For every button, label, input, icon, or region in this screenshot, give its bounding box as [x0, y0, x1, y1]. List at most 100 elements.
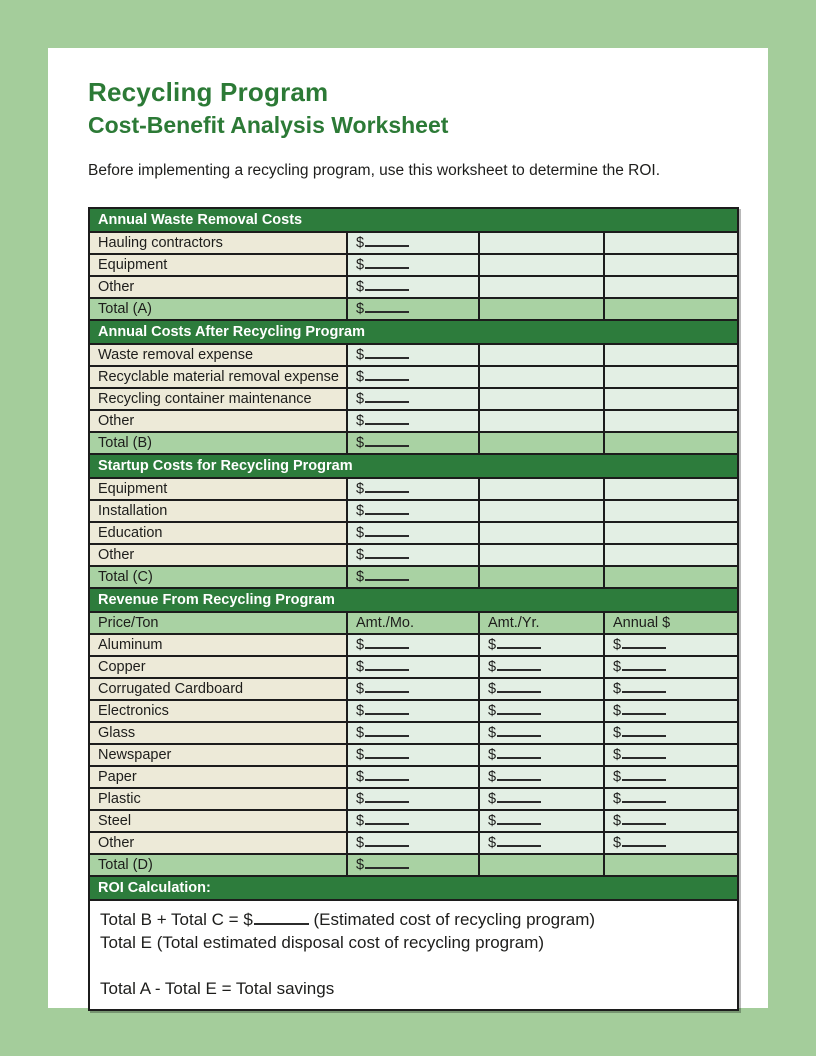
- amount-blank-cell: $: [346, 521, 480, 546]
- fill-in-blank-line: [365, 865, 410, 870]
- empty-cell: [478, 565, 605, 590]
- empty-cell: [603, 477, 739, 502]
- fill-in-blank-line: [365, 511, 410, 516]
- fill-in-blank-line: [365, 243, 410, 248]
- amount-blank-cell: $: [603, 831, 739, 856]
- empty-cell: [603, 409, 739, 434]
- item-row: Electronics $ $ $: [88, 699, 739, 724]
- fill-in-blank-line: [365, 443, 410, 448]
- amount-blank-cell: $: [346, 365, 480, 390]
- amount-blank-cell: $: [478, 743, 605, 768]
- amount-blank-cell: $: [346, 231, 480, 256]
- fill-in-blank-line: [497, 689, 542, 694]
- empty-cell: [603, 499, 739, 524]
- row-label: Total (B): [88, 431, 348, 456]
- amount-blank-cell: $: [478, 809, 605, 834]
- amount-blank-cell: $: [346, 297, 480, 322]
- amount-blank-cell: $: [346, 499, 480, 524]
- empty-cell: [603, 253, 739, 278]
- row-label: Installation: [88, 499, 348, 524]
- section-header-row: Revenue From Recycling Program: [88, 587, 739, 614]
- item-row: Steel $ $ $: [88, 809, 739, 834]
- empty-cell: [603, 275, 739, 300]
- empty-cell: [603, 297, 739, 322]
- row-label: Corrugated Cardboard: [88, 677, 348, 702]
- empty-cell: [478, 477, 605, 502]
- roi-header-row: ROI Calculation:: [88, 875, 739, 902]
- item-row: Glass $ $ $: [88, 721, 739, 746]
- row-label: Equipment: [88, 477, 348, 502]
- fill-in-blank-line: [365, 355, 410, 360]
- fill-in-blank-line: [365, 421, 410, 426]
- row-label: Waste removal expense: [88, 343, 348, 368]
- empty-cell: [478, 431, 605, 456]
- empty-cell: [478, 253, 605, 278]
- amount-blank-cell: $: [346, 477, 480, 502]
- amount-blank-cell: $: [603, 809, 739, 834]
- row-label: Newspaper: [88, 743, 348, 768]
- fill-in-blank-line: [365, 667, 410, 672]
- item-row: Recycling container maintenance $: [88, 387, 739, 412]
- fill-in-blank-line: [365, 577, 410, 582]
- roi-line-spacer: [100, 954, 727, 977]
- section-header: Revenue From Recycling Program: [88, 587, 739, 614]
- amount-blank-cell: $: [603, 677, 739, 702]
- column-header: Annual $: [603, 611, 739, 636]
- row-label: Other: [88, 275, 348, 300]
- item-row: Hauling contractors $: [88, 231, 739, 256]
- column-header: Amt./Mo.: [346, 611, 480, 636]
- item-row: Newspaper $ $ $: [88, 743, 739, 768]
- row-label: Recycling container maintenance: [88, 387, 348, 412]
- row-label: Copper: [88, 655, 348, 680]
- worksheet-page: Recycling Program Cost-Benefit Analysis …: [48, 48, 768, 1012]
- fill-in-blank-line: [622, 821, 667, 826]
- fill-in-blank-line: [622, 755, 667, 760]
- fill-in-blank-line: [622, 843, 667, 848]
- amount-blank-cell: $: [346, 275, 480, 300]
- amount-blank-cell: $: [346, 565, 480, 590]
- amount-blank-cell: $: [603, 721, 739, 746]
- fill-in-blank-line: [365, 399, 410, 404]
- empty-cell: [603, 231, 739, 256]
- column-header: Amt./Yr.: [478, 611, 605, 636]
- item-row: Equipment $: [88, 253, 739, 278]
- item-row: Recyclable material removal expense $: [88, 365, 739, 390]
- row-label: Equipment: [88, 253, 348, 278]
- amount-blank-cell: $: [346, 253, 480, 278]
- row-label: Recyclable material removal expense: [88, 365, 348, 390]
- fill-in-blank-line: [365, 755, 410, 760]
- fill-in-blank-line: [365, 777, 410, 782]
- row-label: Education: [88, 521, 348, 546]
- amount-blank-cell: $: [478, 677, 605, 702]
- fill-in-blank-line: [497, 799, 542, 804]
- fill-in-blank-line: [497, 733, 542, 738]
- amount-blank-cell: $: [346, 655, 480, 680]
- amount-blank-cell: $: [603, 699, 739, 724]
- fill-in-blank-line: [365, 799, 410, 804]
- column-header: Price/Ton: [88, 611, 348, 636]
- empty-cell: [478, 521, 605, 546]
- page-title: Recycling Program: [88, 77, 329, 107]
- item-row: Copper $ $ $: [88, 655, 739, 680]
- item-row: Plastic $ $ $: [88, 787, 739, 812]
- amount-blank-cell: $: [603, 765, 739, 790]
- row-label: Total (D): [88, 853, 348, 878]
- empty-cell: [603, 543, 739, 568]
- amount-blank-cell: $: [346, 543, 480, 568]
- fill-in-blank-line: [365, 821, 410, 826]
- row-label: Paper: [88, 765, 348, 790]
- fill-in-blank-line: [622, 667, 667, 672]
- section-header-row: Annual Costs After Recycling Program: [88, 319, 739, 346]
- empty-cell: [603, 853, 739, 878]
- amount-blank-cell: $: [346, 677, 480, 702]
- amount-blank-cell: $: [346, 633, 480, 658]
- roi-line: Total A - Total E = Total savings: [100, 979, 335, 999]
- fill-in-blank-line: [365, 489, 410, 494]
- column-header-row: Price/Ton Amt./Mo. Amt./Yr. Annual $: [88, 611, 739, 636]
- total-row: Total (C) $: [88, 565, 739, 590]
- fill-in-blank-line: [365, 265, 410, 270]
- fill-in-blank-line: [365, 533, 410, 538]
- item-row: Waste removal expense $: [88, 343, 739, 368]
- item-row: Other $: [88, 409, 739, 434]
- amount-blank-cell: $: [346, 765, 480, 790]
